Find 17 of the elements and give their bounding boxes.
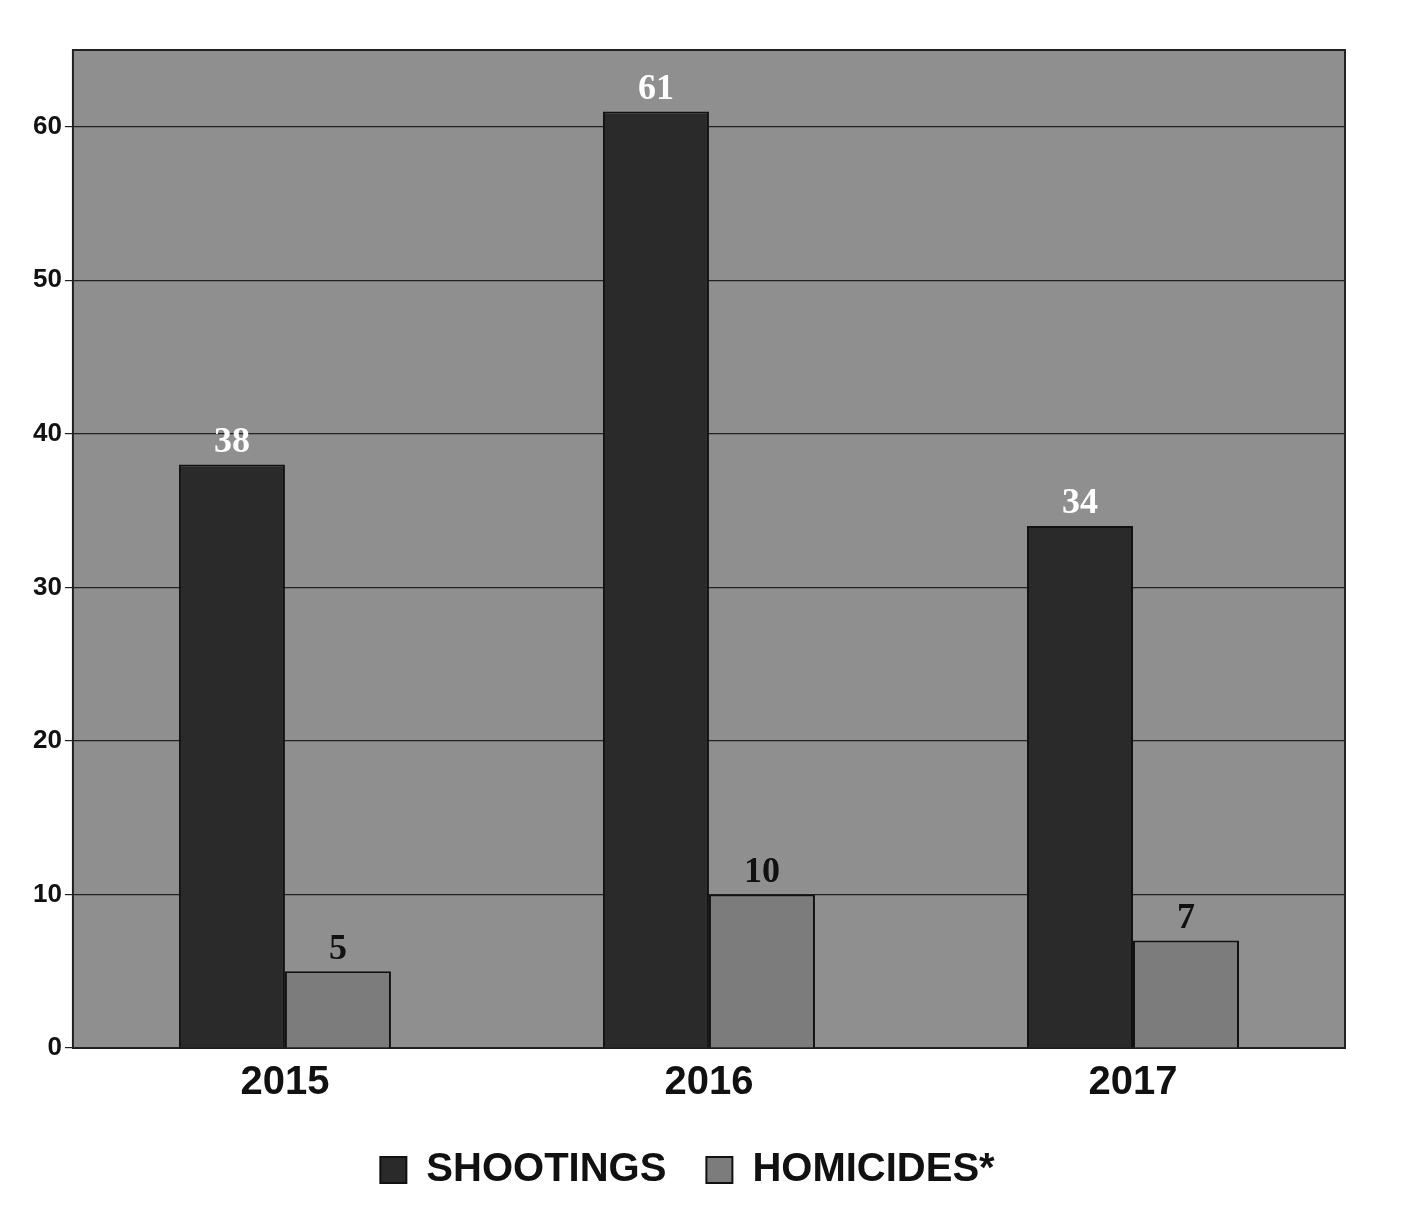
x-tick-label: 2017 xyxy=(1088,1058,1178,1103)
legend-label: SHOOTINGS xyxy=(426,1145,667,1190)
x-tick-label: 2016 xyxy=(664,1058,754,1103)
x-tick-label: 2015 xyxy=(240,1058,330,1103)
y-tick-label: 10 xyxy=(33,877,62,908)
data-label: 34 xyxy=(1061,481,1098,522)
data-label: 7 xyxy=(1176,895,1195,936)
y-tick-label: 50 xyxy=(33,263,62,294)
data-label: 5 xyxy=(328,926,347,967)
legend-label: HOMICIDES* xyxy=(752,1145,996,1190)
y-tick-label: 40 xyxy=(33,417,62,448)
data-label: 10 xyxy=(743,849,780,890)
y-tick-label: 60 xyxy=(33,109,62,140)
y-tick-label: 30 xyxy=(33,570,62,601)
data-label: 61 xyxy=(637,66,674,107)
y-tick-label: 0 xyxy=(47,1031,62,1062)
y-tick-label: 20 xyxy=(33,724,62,755)
